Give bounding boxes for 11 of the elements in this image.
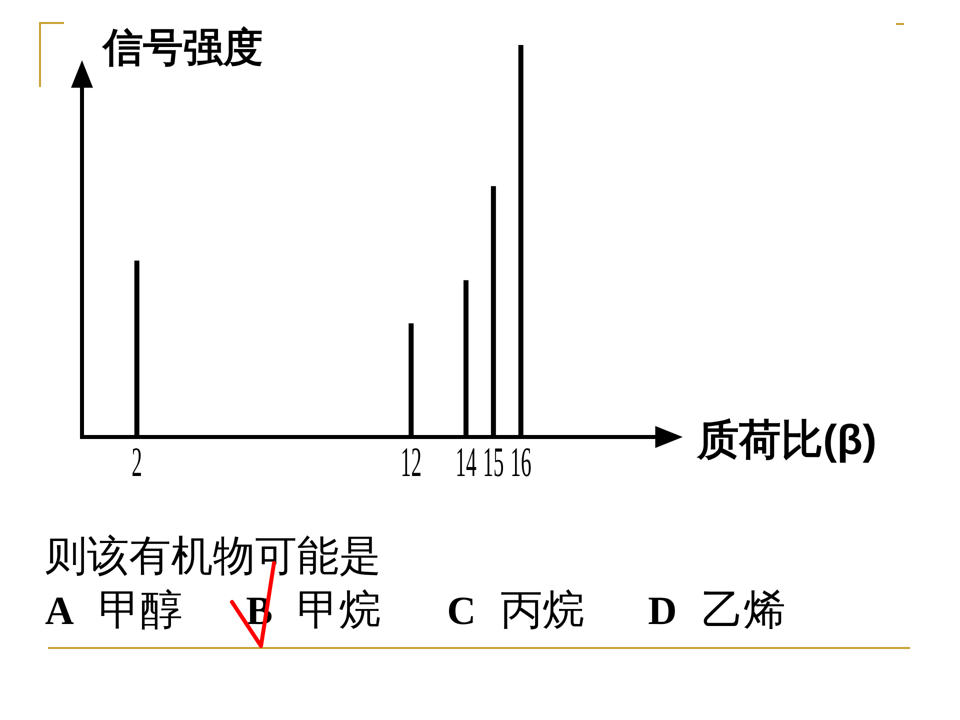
x-tick-label: 14 <box>456 439 477 486</box>
y-axis-title: 信号强度 <box>101 26 263 70</box>
text: D 乙烯 <box>648 588 786 634</box>
x-axis-title: 质荷比(β) <box>696 416 877 463</box>
x-tick-label: 16 <box>510 439 532 486</box>
x-tick-label: 12 <box>400 439 422 486</box>
x-tick-label: 15 <box>482 439 504 486</box>
x-tick-label: 2 <box>132 439 142 486</box>
text: 则该有机物可能是 <box>45 534 381 580</box>
text: C 丙烷 <box>447 588 584 634</box>
text: A 甲醇 <box>45 588 182 634</box>
